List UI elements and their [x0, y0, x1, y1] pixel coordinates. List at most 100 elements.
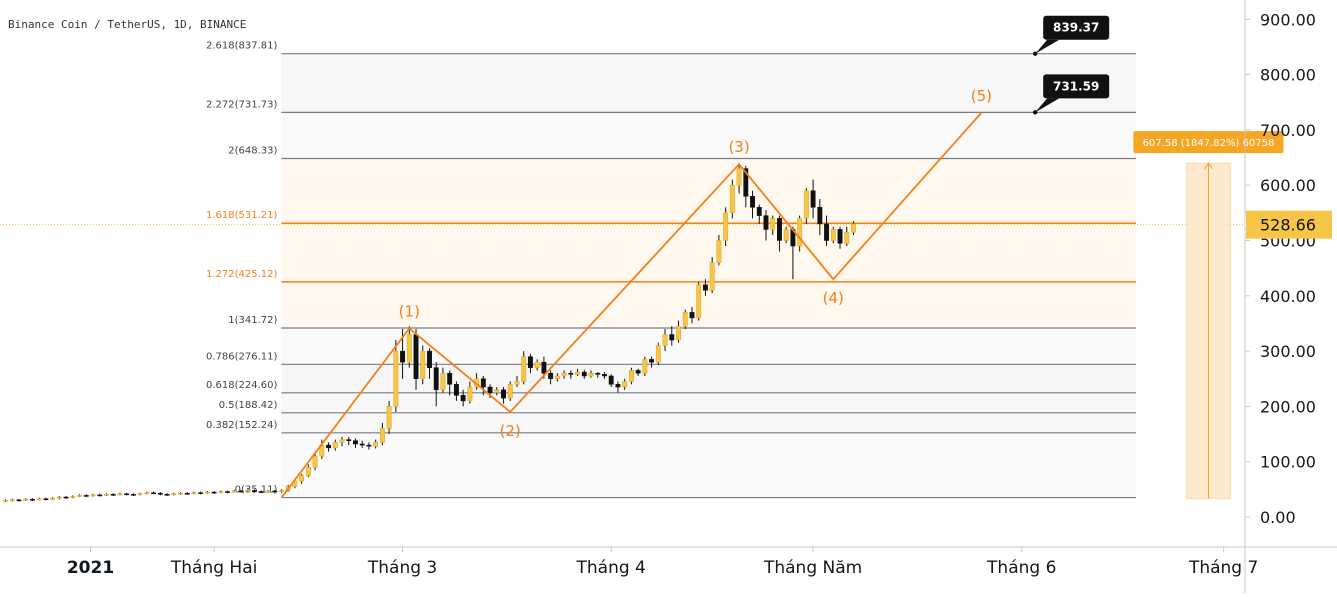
candle-body: [615, 384, 621, 388]
target-callouts: 839.37 731.59: [1032, 15, 1110, 115]
candle-body: [36, 498, 42, 501]
candle-body: [797, 218, 803, 247]
candle-body: [622, 381, 628, 388]
candle-body: [144, 492, 150, 495]
measure-tool[interactable]: 607.58 (1847.82%) 60758: [1133, 131, 1284, 500]
candle-body: [723, 212, 729, 241]
candle-body: [568, 372, 574, 375]
fibonacci-levels: [281, 53, 1137, 499]
candle-body: [433, 367, 439, 391]
candle-body: [413, 334, 419, 380]
callout-value: 839.37: [1053, 21, 1099, 35]
candle-body: [817, 207, 823, 225]
candle-body: [770, 218, 776, 230]
candle-body: [440, 372, 446, 391]
candle-body: [137, 493, 143, 496]
candle-body: [265, 490, 271, 493]
fibonacci-labels: 0(35.11) 0.382(152.24) 0.5(188.42) 0.618(22…: [206, 41, 278, 496]
callout-box: [1043, 74, 1110, 99]
candle-body: [353, 440, 358, 445]
chart-title: Binance Coin / TetherUS, 1D, BINANCE: [8, 18, 246, 31]
time-axis[interactable]: 2021 Tháng Hai Tháng 3 Tháng 4 Tháng Năm Thán…: [67, 547, 1258, 578]
candle-body: [561, 372, 567, 377]
candle-body: [117, 493, 123, 496]
candle-body: [608, 375, 614, 385]
candle-body: [211, 491, 217, 494]
candle-body: [359, 443, 365, 446]
candle-body: [97, 494, 103, 497]
current-price-tag: 528.66: [1246, 210, 1332, 239]
candle-body: [447, 372, 453, 385]
wave-label: (3): [728, 138, 749, 156]
price-tick-label: 800.00: [1260, 66, 1316, 85]
candle-body: [157, 492, 163, 495]
price-tick-label: 100.00: [1260, 453, 1316, 472]
candle-body: [709, 262, 715, 291]
fib-band: [281, 412, 1137, 433]
fibonacci-bands: [281, 53, 1137, 498]
candle-body: [258, 491, 264, 493]
candle-body: [527, 356, 533, 368]
candle-body: [178, 492, 183, 495]
candle-body: [635, 370, 641, 374]
candle-body: [346, 439, 352, 441]
candle-body: [824, 223, 830, 241]
fib-band: [281, 223, 1137, 282]
wave-path[interactable]: [280, 112, 983, 499]
candle-body: [689, 312, 695, 319]
candle-body: [326, 444, 331, 449]
candle-body: [198, 492, 204, 494]
candle-body: [63, 496, 69, 499]
candle-body: [151, 492, 157, 494]
candle-body: [810, 190, 816, 208]
price-tick-label: 300.00: [1260, 342, 1316, 361]
candle-body: [191, 492, 197, 495]
callout-box: [1043, 15, 1110, 40]
candle-body: [642, 359, 648, 374]
candle-body: [366, 444, 372, 447]
candle-body: [393, 350, 399, 407]
candle-body: [628, 370, 634, 382]
elliott-wave[interactable]: (1) (2) (3) (4) (5): [280, 87, 992, 499]
candle-body: [595, 372, 601, 375]
candle-body: [225, 491, 231, 493]
candle-body: [763, 215, 769, 230]
candle-body: [373, 442, 379, 447]
candle-body: [386, 406, 392, 429]
candle-body: [231, 490, 237, 493]
candle-body: [588, 372, 594, 377]
fib-level-label: 1.618(531.21): [206, 210, 278, 221]
time-tick-label: Tháng Hai: [170, 558, 257, 578]
candle-body: [837, 229, 843, 244]
fib-level-label: 1(341.72): [228, 315, 277, 326]
candle-body: [554, 375, 560, 379]
wave-label: (2): [500, 422, 521, 440]
fib-band: [281, 392, 1137, 413]
candle-body: [218, 491, 224, 493]
price-tick-label: 200.00: [1260, 397, 1316, 416]
measure-label-background: [1133, 131, 1284, 154]
candle-body: [339, 439, 345, 443]
fib-level-label: 0(35.11): [235, 485, 278, 496]
candle-body: [104, 494, 109, 496]
fib-band: [281, 281, 1137, 329]
candle-body: [777, 218, 782, 241]
candle-body: [77, 495, 82, 497]
candle-body: [272, 490, 278, 493]
time-tick-label: Tháng Năm: [763, 558, 862, 578]
price-axis[interactable]: 900.00800.00700.00600.00500.00400.00300.…: [1245, 10, 1316, 527]
fib-level-label: 0.618(224.60): [206, 380, 278, 391]
fib-band: [281, 158, 1137, 224]
candle-body: [56, 496, 62, 499]
candle-body: [16, 499, 22, 502]
candle-body: [379, 428, 385, 443]
candle-body: [50, 497, 56, 500]
time-tick-label: Tháng 4: [576, 558, 646, 578]
current-price-tag-background: [1246, 210, 1332, 239]
candle-body: [278, 490, 284, 492]
callout-pointer: [1035, 39, 1060, 54]
candle-body: [682, 312, 688, 327]
candle-body: [702, 284, 708, 291]
candle-body: [501, 389, 506, 399]
